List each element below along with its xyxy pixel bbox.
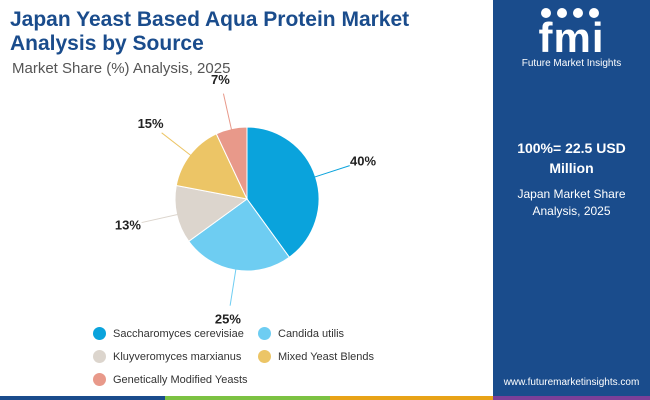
bottom-bar-segment-3 (493, 396, 650, 400)
bottom-bar-segment-1 (165, 396, 330, 400)
fmi-logo: fmi (538, 14, 605, 61)
data-label-0: 40% (350, 153, 376, 168)
legend-item-1: Candida utilis (258, 327, 344, 340)
legend-swatch-2 (93, 350, 106, 363)
legend-swatch-1 (258, 327, 271, 340)
legend-label-3: Mixed Yeast Blends (278, 350, 375, 363)
legend-label-2: Kluyveromyces marxianus (113, 350, 242, 363)
legend-item-2: Kluyveromyces marxianus (93, 350, 241, 363)
total-value: 100%= 22.5 USD Million (517, 140, 626, 176)
data-label-3: 15% (138, 116, 164, 131)
legend-item-4: Genetically Modified Yeasts (93, 373, 248, 386)
total-label: Japan Market Share Analysis, 2025 (517, 187, 626, 218)
leader-line-4 (222, 93, 233, 131)
legend-swatch-3 (258, 350, 271, 363)
legend-item-0: Saccharomyces cerevisiae (93, 327, 244, 340)
leader-line-0 (313, 165, 350, 178)
sidebar-panel: fmi Future Market Insights 100%= 22.5 US… (493, 0, 650, 400)
pie-chart: 40% 25% 13% 15% 7% (115, 72, 377, 327)
chart-subtitle: Market Share (%) Analysis, 2025 (12, 60, 231, 77)
legend-label-0: Saccharomyces cerevisiae (113, 327, 244, 340)
data-label-4: 7% (211, 72, 230, 87)
legend-label-4: Genetically Modified Yeasts (113, 373, 248, 386)
leader-line-2 (141, 213, 179, 224)
bottom-bar-segment-2 (330, 396, 493, 400)
website-link[interactable]: www.futuremarketinsights.com (503, 377, 640, 388)
bottom-bar-segment-0 (0, 396, 165, 400)
legend-swatch-0 (93, 327, 106, 340)
legend-label-1: Candida utilis (278, 327, 345, 340)
legend-swatch-4 (93, 373, 106, 386)
logo-icons (493, 6, 650, 22)
chart-title: Japan Yeast Based Aqua Protein Market An… (10, 8, 410, 55)
leader-line-1 (229, 268, 237, 306)
brand-name: Future Market Insights (521, 58, 622, 69)
leader-line-3 (161, 132, 192, 157)
legend-item-3: Mixed Yeast Blends (258, 350, 374, 363)
data-label-1: 25% (215, 311, 241, 326)
data-label-2: 13% (115, 218, 141, 233)
